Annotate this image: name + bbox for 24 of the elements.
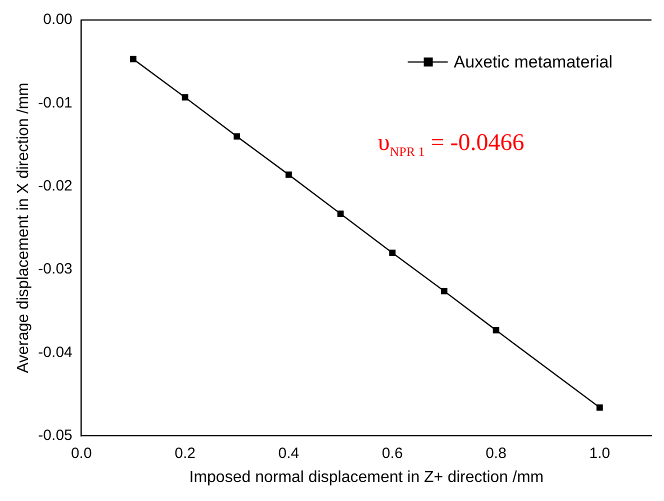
y-tick-label: -0.05 bbox=[38, 426, 72, 444]
y-tick-label: -0.02 bbox=[38, 177, 72, 194]
point bbox=[492, 327, 500, 334]
point bbox=[596, 404, 603, 411]
legend-label: Auxetic metamaterial bbox=[454, 52, 613, 72]
y-tick-label: -0.03 bbox=[38, 260, 72, 278]
x-tick-label: 0.2 bbox=[174, 444, 196, 462]
point bbox=[441, 288, 448, 294]
point bbox=[234, 133, 240, 140]
y-tick-label: -0.04 bbox=[38, 344, 72, 361]
x-axis-title: Imposed normal displacement in Z+ direction /mm bbox=[189, 468, 544, 486]
point bbox=[286, 171, 292, 178]
point bbox=[182, 94, 188, 101]
y-axis-title: Average displacement in X direction /mm bbox=[15, 82, 32, 374]
point bbox=[389, 250, 396, 256]
x-tick-label: 0.6 bbox=[382, 444, 403, 462]
point bbox=[337, 210, 344, 217]
y-tick-label: 0.00 bbox=[43, 11, 72, 28]
y-tick-label: -0.01 bbox=[38, 94, 72, 112]
x-tick-label: 0.8 bbox=[486, 444, 506, 462]
x-tick-label: 1.0 bbox=[589, 444, 610, 462]
point bbox=[130, 56, 136, 62]
x-tick-label: 0.0 bbox=[70, 444, 92, 462]
x-tick-label: 0.4 bbox=[278, 444, 300, 462]
